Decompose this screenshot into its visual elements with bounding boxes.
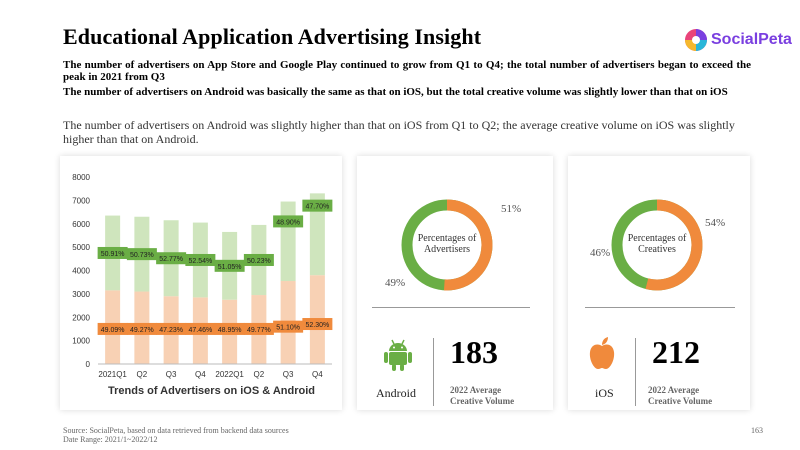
- data-label-bg-android: [126, 248, 157, 261]
- ios-pct-green: 46%: [590, 247, 611, 259]
- data-label-android: 47.70%: [306, 204, 330, 211]
- y-tick-label: 3000: [72, 290, 90, 299]
- data-label-ios: 51.10%: [276, 325, 300, 332]
- data-label-ios: 49.27%: [130, 327, 154, 334]
- x-tick-label: Q4: [312, 370, 323, 379]
- y-tick-label: 1000: [72, 337, 90, 346]
- ios-donut-orange: [611, 199, 703, 291]
- data-label-bg-android: [214, 259, 245, 272]
- ios-donut: [611, 199, 703, 291]
- apple-icon: [589, 337, 615, 369]
- y-tick-label: 8000: [72, 173, 90, 182]
- android-donut: [401, 199, 493, 291]
- ios-creative-volume: 212: [652, 334, 700, 370]
- y-tick-label: 0: [86, 360, 91, 369]
- y-tick-label: 5000: [72, 243, 90, 252]
- ios-vertical-divider: [635, 338, 636, 406]
- data-label-ios: 52.30%: [306, 322, 330, 329]
- bar-segment-android: [309, 193, 325, 276]
- data-label-bg-android: [302, 199, 333, 212]
- y-tick-label: 4000: [72, 267, 90, 276]
- data-label-bg-ios: [214, 322, 245, 335]
- data-label-android: 52.54%: [189, 258, 213, 265]
- data-label-android: 50.23%: [247, 258, 271, 265]
- android-pct-orange: 51%: [501, 203, 522, 215]
- data-label-ios: 49.77%: [247, 327, 271, 334]
- data-label-bg-ios: [126, 322, 157, 335]
- ios-caption: 2022 Average Creative Volume: [648, 385, 713, 406]
- chart-title: Trends of Advertisers on iOS & Android: [108, 385, 315, 397]
- data-label-ios: 49.09%: [101, 327, 125, 334]
- data-label-bg-ios: [243, 322, 274, 335]
- data-label-bg-android: [243, 253, 274, 266]
- y-tick-label: 7000: [72, 196, 90, 205]
- android-donut-orange: [401, 199, 493, 291]
- date-range-note: Date Range: 2021/1~2022/12: [63, 435, 158, 444]
- android-donut-label: Percentages of Advertisers: [417, 233, 477, 255]
- android-pct-green: 49%: [385, 277, 406, 289]
- page-number: 163: [751, 426, 763, 435]
- data-label-bg-android: [156, 252, 187, 265]
- data-label-ios: 47.23%: [159, 327, 183, 334]
- y-tick-label: 2000: [72, 313, 90, 322]
- data-label-android: 52.77%: [159, 256, 183, 263]
- bar-segment-android: [280, 201, 296, 282]
- ios-donut-label: Percentages of Creatives: [627, 233, 687, 255]
- android-creative-volume: 183: [450, 334, 498, 370]
- android-caption: 2022 Average Creative Volume: [450, 385, 515, 406]
- data-label-ios: 48.95%: [218, 327, 242, 334]
- data-label-ios: 47.46%: [189, 327, 213, 334]
- android-name: Android: [376, 386, 416, 400]
- data-label-bg-ios: [185, 322, 216, 335]
- android-divider: [372, 307, 530, 308]
- headline-1: The number of advertisers on App Store a…: [63, 59, 751, 83]
- ios-divider: [585, 307, 735, 308]
- x-tick-label: 2021Q1: [98, 370, 127, 379]
- data-label-android: 50.91%: [101, 251, 125, 258]
- page-title: Educational Application Advertising Insi…: [63, 24, 482, 49]
- data-label-bg-android: [97, 246, 128, 259]
- data-label-bg-ios: [273, 320, 304, 333]
- data-label-bg-ios: [156, 322, 187, 335]
- x-tick-label: Q3: [283, 370, 294, 379]
- x-tick-label: Q3: [166, 370, 177, 379]
- data-label-bg-android: [185, 253, 216, 266]
- data-label-bg-ios: [97, 322, 128, 335]
- ios-pct-orange: 54%: [705, 217, 726, 229]
- socialpeta-logo-icon: [685, 29, 707, 51]
- x-tick-label: 2022Q1: [215, 370, 244, 379]
- headline-2: The number of advertisers on Android was…: [63, 86, 728, 98]
- x-tick-label: Q2: [137, 370, 148, 379]
- data-label-android: 51.05%: [218, 264, 242, 271]
- x-tick-label: Q4: [195, 370, 206, 379]
- advertiser-trend-chart: 0 1000 2000 3000 4000 5000 6000 7000 8000 2021Q1 Q…: [72, 173, 333, 379]
- data-label-android: 48.90%: [276, 219, 300, 226]
- brand-name: SocialPeta: [711, 31, 792, 48]
- data-label-bg-android: [273, 215, 304, 228]
- android-icon: [384, 339, 412, 371]
- summary-text: The number of advertisers on Android was…: [63, 118, 735, 146]
- source-note: Source: SocialPeta, based on data retrie…: [63, 426, 289, 435]
- ios-name: iOS: [595, 386, 614, 400]
- y-tick-label: 6000: [72, 220, 90, 229]
- footnote: Source: SocialPeta, based on data retrie…: [63, 426, 289, 444]
- data-label-bg-ios: [302, 318, 333, 331]
- data-label-android: 50.73%: [130, 252, 154, 259]
- android-vertical-divider: [433, 338, 434, 406]
- brand-logo: SocialPeta: [684, 28, 792, 52]
- x-tick-label: Q2: [254, 370, 265, 379]
